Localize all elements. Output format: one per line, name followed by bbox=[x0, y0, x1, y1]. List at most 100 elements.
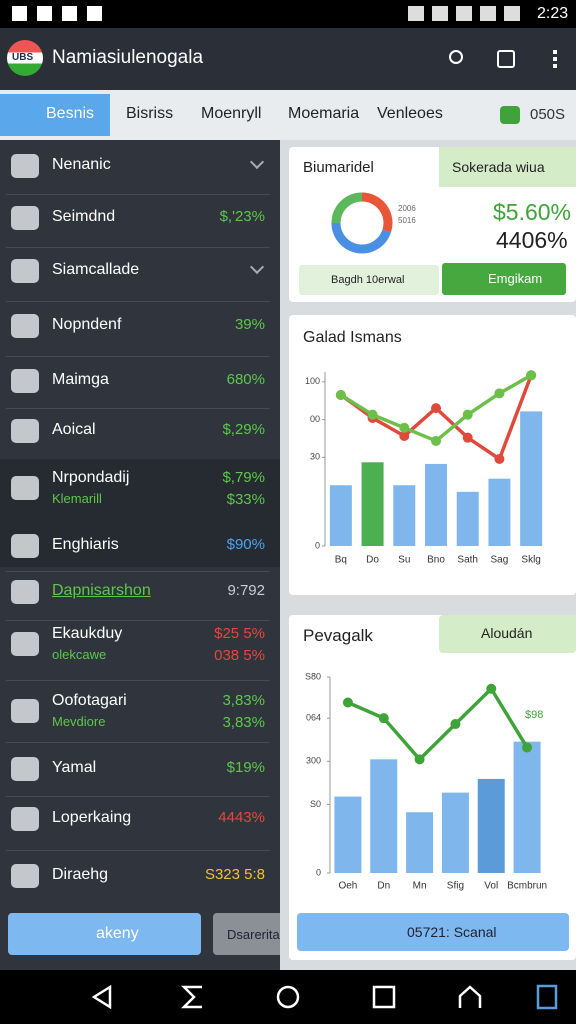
row-label[interactable]: Yamal bbox=[52, 759, 97, 776]
row-label[interactable]: Aoical bbox=[52, 421, 96, 438]
row-highlight bbox=[0, 459, 280, 521]
recent-button[interactable] bbox=[372, 985, 396, 1009]
row-value: 680% bbox=[226, 371, 265, 388]
row-icon bbox=[11, 632, 39, 656]
row-value: $,'23% bbox=[219, 208, 265, 225]
search-button[interactable] bbox=[449, 50, 463, 64]
tab[interactable]: Moemaria bbox=[288, 105, 360, 122]
row-value: 39% bbox=[234, 316, 265, 333]
row-value: 4443% bbox=[218, 809, 265, 826]
row-icon bbox=[11, 476, 39, 500]
dropdown[interactable] bbox=[439, 615, 576, 653]
legend-text: Bagdh 10erwal bbox=[331, 274, 405, 286]
app-title: Namiasiulenogala bbox=[52, 47, 204, 68]
row-label[interactable]: Dapnisarshon bbox=[52, 582, 151, 599]
divider bbox=[6, 796, 270, 797]
card-title: Galad Ismans bbox=[303, 329, 402, 346]
tab[interactable]: Moenryll bbox=[201, 105, 262, 122]
status-bar: 2:23 bbox=[0, 0, 576, 28]
row-value: $90% bbox=[226, 536, 265, 553]
secondary-button[interactable]: Dsarerita bbox=[213, 913, 280, 955]
house-button[interactable] bbox=[458, 985, 482, 1008]
logo-text: UBS bbox=[12, 52, 34, 63]
tab[interactable]: Bisriss bbox=[126, 105, 174, 122]
row-label[interactable]: Loperkaing bbox=[52, 809, 132, 826]
row-label[interactable]: Maimga bbox=[52, 371, 109, 388]
clock: 2:23 bbox=[537, 5, 569, 22]
tab-badge: 050S bbox=[530, 106, 566, 123]
app-bar: UBS Namiasiulenogala bbox=[0, 28, 576, 90]
chevron bbox=[249, 259, 265, 275]
chart-card: Pevagalk Aloudán 05721: Scanal bbox=[289, 615, 576, 960]
status-icons bbox=[12, 6, 102, 21]
row-icon bbox=[11, 259, 39, 283]
menu-button[interactable] bbox=[553, 50, 557, 68]
row-label[interactable]: Oofotagari bbox=[52, 692, 127, 709]
divider bbox=[6, 408, 270, 409]
row-label[interactable]: Seimdnd bbox=[52, 208, 116, 225]
divider bbox=[6, 571, 270, 572]
row-label[interactable]: Nopndenf bbox=[52, 316, 122, 333]
row-subvalue: 3,83% bbox=[222, 714, 265, 731]
row-value: 3,83% bbox=[222, 692, 265, 709]
footer-label: 05721: Scanal bbox=[407, 924, 497, 940]
row-icon bbox=[11, 864, 39, 888]
row-icon bbox=[11, 419, 39, 443]
tab[interactable]: Venleoes bbox=[377, 105, 443, 122]
row-label[interactable]: Nenanic bbox=[52, 156, 111, 173]
row-value: $19% bbox=[226, 759, 265, 776]
row-subvalue: $33% bbox=[226, 491, 265, 508]
button-label: Dsarerita bbox=[227, 927, 280, 942]
card-title: Biumaridel bbox=[303, 159, 374, 176]
chevron bbox=[249, 154, 265, 170]
legend-box bbox=[299, 265, 439, 295]
row-label[interactable]: Ekaukduy bbox=[52, 625, 123, 642]
divider bbox=[6, 742, 270, 743]
divider bbox=[6, 300, 270, 302]
divider bbox=[6, 849, 270, 851]
row-label[interactable]: Nrpondadij bbox=[52, 469, 130, 486]
tab-badge-icon bbox=[500, 106, 520, 124]
row-highlight bbox=[0, 517, 280, 567]
divider bbox=[6, 246, 270, 248]
nav-icons bbox=[91, 984, 558, 1010]
summary-card: Biumaridel Bagdh 10erwal Sokerada wiua $… bbox=[289, 147, 576, 302]
row-icon bbox=[11, 154, 39, 178]
sum-button[interactable] bbox=[180, 985, 202, 1009]
dropdown-label: Aloudán bbox=[481, 625, 533, 641]
stat-primary: $5.60% bbox=[493, 199, 572, 225]
card-title: Pevagalk bbox=[303, 626, 373, 645]
action-label: Emgikam bbox=[488, 271, 543, 286]
nav-bar bbox=[0, 970, 576, 1024]
tab-active[interactable] bbox=[0, 94, 110, 136]
footer-button[interactable] bbox=[297, 913, 569, 951]
row-sublabel: Klemarill bbox=[52, 491, 102, 506]
divider bbox=[6, 620, 270, 621]
row-icon bbox=[11, 699, 39, 723]
divider bbox=[6, 194, 270, 195]
row-value: $25 5% bbox=[214, 625, 265, 642]
chart-card: Galad Ismans bbox=[289, 315, 576, 595]
back-button[interactable] bbox=[91, 984, 112, 1010]
divider bbox=[6, 679, 270, 681]
row-label[interactable]: Enghiaris bbox=[52, 536, 119, 553]
row-value: S323 5:8 bbox=[204, 866, 265, 883]
row-value: 9:792 bbox=[227, 582, 265, 599]
row-label[interactable]: Diraehg bbox=[52, 866, 109, 883]
row-subvalue: 038 5% bbox=[214, 647, 265, 664]
row-icon bbox=[11, 534, 39, 558]
sidebar: Nenanic Seimdnd $,'23% Siamcallade Nopndenf 3… bbox=[0, 140, 280, 970]
dropdown[interactable] bbox=[439, 147, 576, 187]
row-label[interactable]: Siamcallade bbox=[52, 261, 140, 278]
row-icon bbox=[11, 314, 39, 338]
divider bbox=[6, 355, 270, 357]
tab[interactable]: Besnis bbox=[46, 105, 95, 122]
row-icon bbox=[11, 580, 39, 604]
row-icon bbox=[11, 369, 39, 393]
doc-button[interactable] bbox=[536, 984, 558, 1010]
home-button[interactable] bbox=[276, 985, 300, 1009]
action-button[interactable] bbox=[442, 263, 566, 295]
notification-button[interactable] bbox=[497, 50, 515, 68]
primary-button[interactable]: akeny bbox=[8, 913, 201, 955]
